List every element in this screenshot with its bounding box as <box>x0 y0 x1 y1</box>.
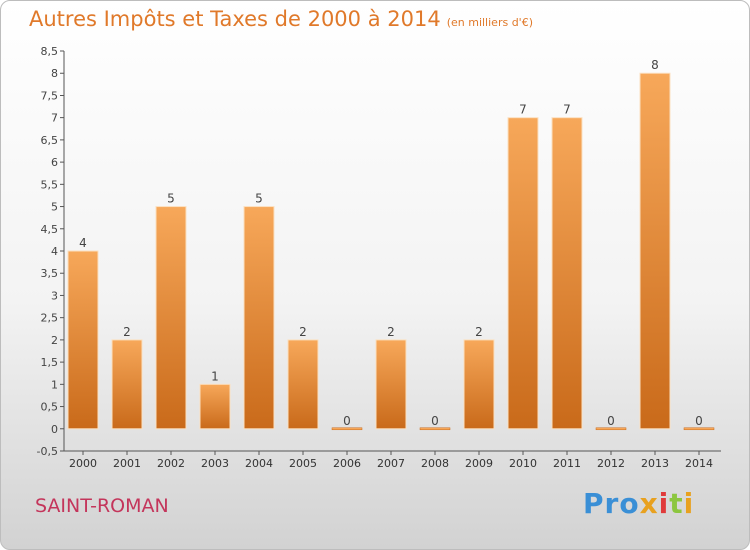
y-tick-label: 7,5 <box>41 89 59 102</box>
x-tick-label: 2007 <box>377 457 405 470</box>
y-tick-label: 5,5 <box>41 178 59 191</box>
y-tick-label: 8 <box>51 67 58 80</box>
bar <box>287 339 319 430</box>
x-tick-label: 2000 <box>69 457 97 470</box>
bar <box>111 339 143 430</box>
y-tick-label: 1 <box>51 378 58 391</box>
y-tick-label: 3 <box>51 289 58 302</box>
data-label: 0 <box>431 414 439 428</box>
x-tick-label: 2010 <box>509 457 537 470</box>
x-tick-label: 2004 <box>245 457 273 470</box>
y-tick-label: -0,5 <box>37 445 58 458</box>
x-tick-label: 2013 <box>641 457 669 470</box>
x-tick-label: 2008 <box>421 457 449 470</box>
y-tick-label: 2,5 <box>41 312 59 325</box>
x-tick-label: 2003 <box>201 457 229 470</box>
data-label: 2 <box>387 325 395 339</box>
y-tick-label: 0,5 <box>41 401 59 414</box>
x-tick-label: 2011 <box>553 457 581 470</box>
chart-title: Autres Impôts et Taxes de 2000 à 2014 <box>29 7 441 31</box>
bar <box>155 206 187 430</box>
axes: -0,5 0 0,5 1 1,5 2 2,5 3 3,5 4 4,5 5 5,5 6 6,5 7 7,5 8 8,5… <box>37 45 721 470</box>
data-label: 7 <box>563 103 571 117</box>
data-label: 5 <box>167 192 175 206</box>
bar <box>243 206 275 430</box>
x-tick-label: 2006 <box>333 457 361 470</box>
y-tick-label: 2 <box>51 334 58 347</box>
bar <box>199 383 231 430</box>
bar <box>375 339 407 430</box>
y-tick-label: 4 <box>51 245 58 258</box>
data-label: 1 <box>211 369 219 383</box>
data-label: 7 <box>519 103 527 117</box>
bar <box>419 427 451 431</box>
chart-title-block: Autres Impôts et Taxes de 2000 à 2014 (en… <box>29 7 533 31</box>
x-tick-label: 2009 <box>465 457 493 470</box>
data-label: 8 <box>651 58 659 72</box>
y-tick-label: 8,5 <box>41 45 59 58</box>
y-tick-label: 3,5 <box>41 267 59 280</box>
y-tick-label: 4,5 <box>41 223 59 236</box>
data-label: 5 <box>255 192 263 206</box>
x-tick-label: 2005 <box>289 457 317 470</box>
bar <box>331 427 363 431</box>
data-label: 2 <box>299 325 307 339</box>
data-label: 4 <box>79 236 87 250</box>
y-tick-label: 7 <box>51 112 58 125</box>
chart-subtitle: (en milliers d'€) <box>446 16 533 29</box>
y-tick-label: 6 <box>51 156 58 169</box>
y-tick-label: 6,5 <box>41 134 59 147</box>
y-tick-label: 0 <box>51 423 58 436</box>
bar <box>595 427 627 431</box>
y-tick-label: 5 <box>51 201 58 214</box>
y-tick-label: 1,5 <box>41 356 59 369</box>
bar <box>551 117 583 430</box>
commune-name: SAINT-ROMAN <box>35 495 169 517</box>
data-label: 0 <box>343 414 351 428</box>
x-tick-label: 2001 <box>113 457 141 470</box>
proxiti-logo: Proxiti <box>583 487 695 520</box>
bar <box>683 427 715 431</box>
bar <box>507 117 539 430</box>
bars <box>67 72 715 431</box>
data-label: 0 <box>607 414 615 428</box>
data-labels: 4 2 5 1 5 2 0 2 0 2 7 7 0 8 0 <box>79 58 703 428</box>
x-tick-label: 2014 <box>685 457 713 470</box>
data-label: 2 <box>123 325 131 339</box>
bar <box>639 72 671 430</box>
bar <box>67 250 99 430</box>
data-label: 0 <box>695 414 703 428</box>
bar <box>463 339 495 430</box>
x-tick-label: 2012 <box>597 457 625 470</box>
x-tick-label: 2002 <box>157 457 185 470</box>
data-label: 2 <box>475 325 483 339</box>
